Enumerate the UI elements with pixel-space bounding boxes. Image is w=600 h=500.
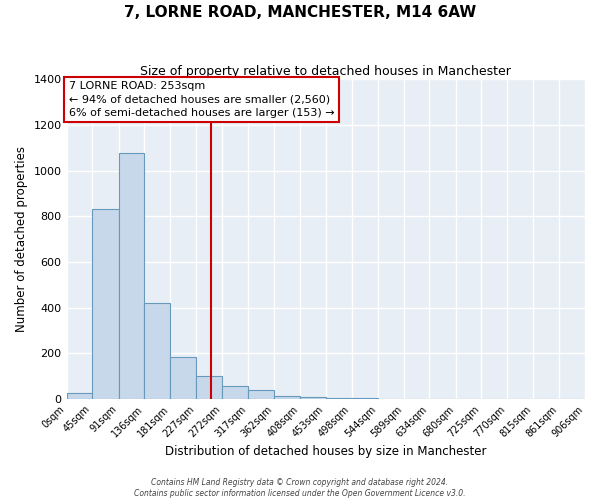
Bar	[119, 154, 145, 399]
Bar	[170, 357, 196, 399]
Y-axis label: Number of detached properties: Number of detached properties	[15, 146, 28, 332]
Bar	[222, 386, 248, 399]
Bar	[352, 398, 378, 399]
Bar	[145, 303, 170, 399]
Bar	[274, 396, 300, 399]
Text: Contains HM Land Registry data © Crown copyright and database right 2024.
Contai: Contains HM Land Registry data © Crown c…	[134, 478, 466, 498]
X-axis label: Distribution of detached houses by size in Manchester: Distribution of detached houses by size …	[165, 444, 487, 458]
Text: 7 LORNE ROAD: 253sqm
← 94% of detached houses are smaller (2,560)
6% of semi-det: 7 LORNE ROAD: 253sqm ← 94% of detached h…	[69, 82, 334, 118]
Bar	[300, 398, 326, 399]
Bar	[326, 398, 352, 399]
Bar	[67, 394, 92, 399]
Bar	[196, 376, 222, 399]
Text: 7, LORNE ROAD, MANCHESTER, M14 6AW: 7, LORNE ROAD, MANCHESTER, M14 6AW	[124, 5, 476, 20]
Title: Size of property relative to detached houses in Manchester: Size of property relative to detached ho…	[140, 65, 511, 78]
Bar	[248, 390, 274, 399]
Bar	[92, 210, 119, 399]
